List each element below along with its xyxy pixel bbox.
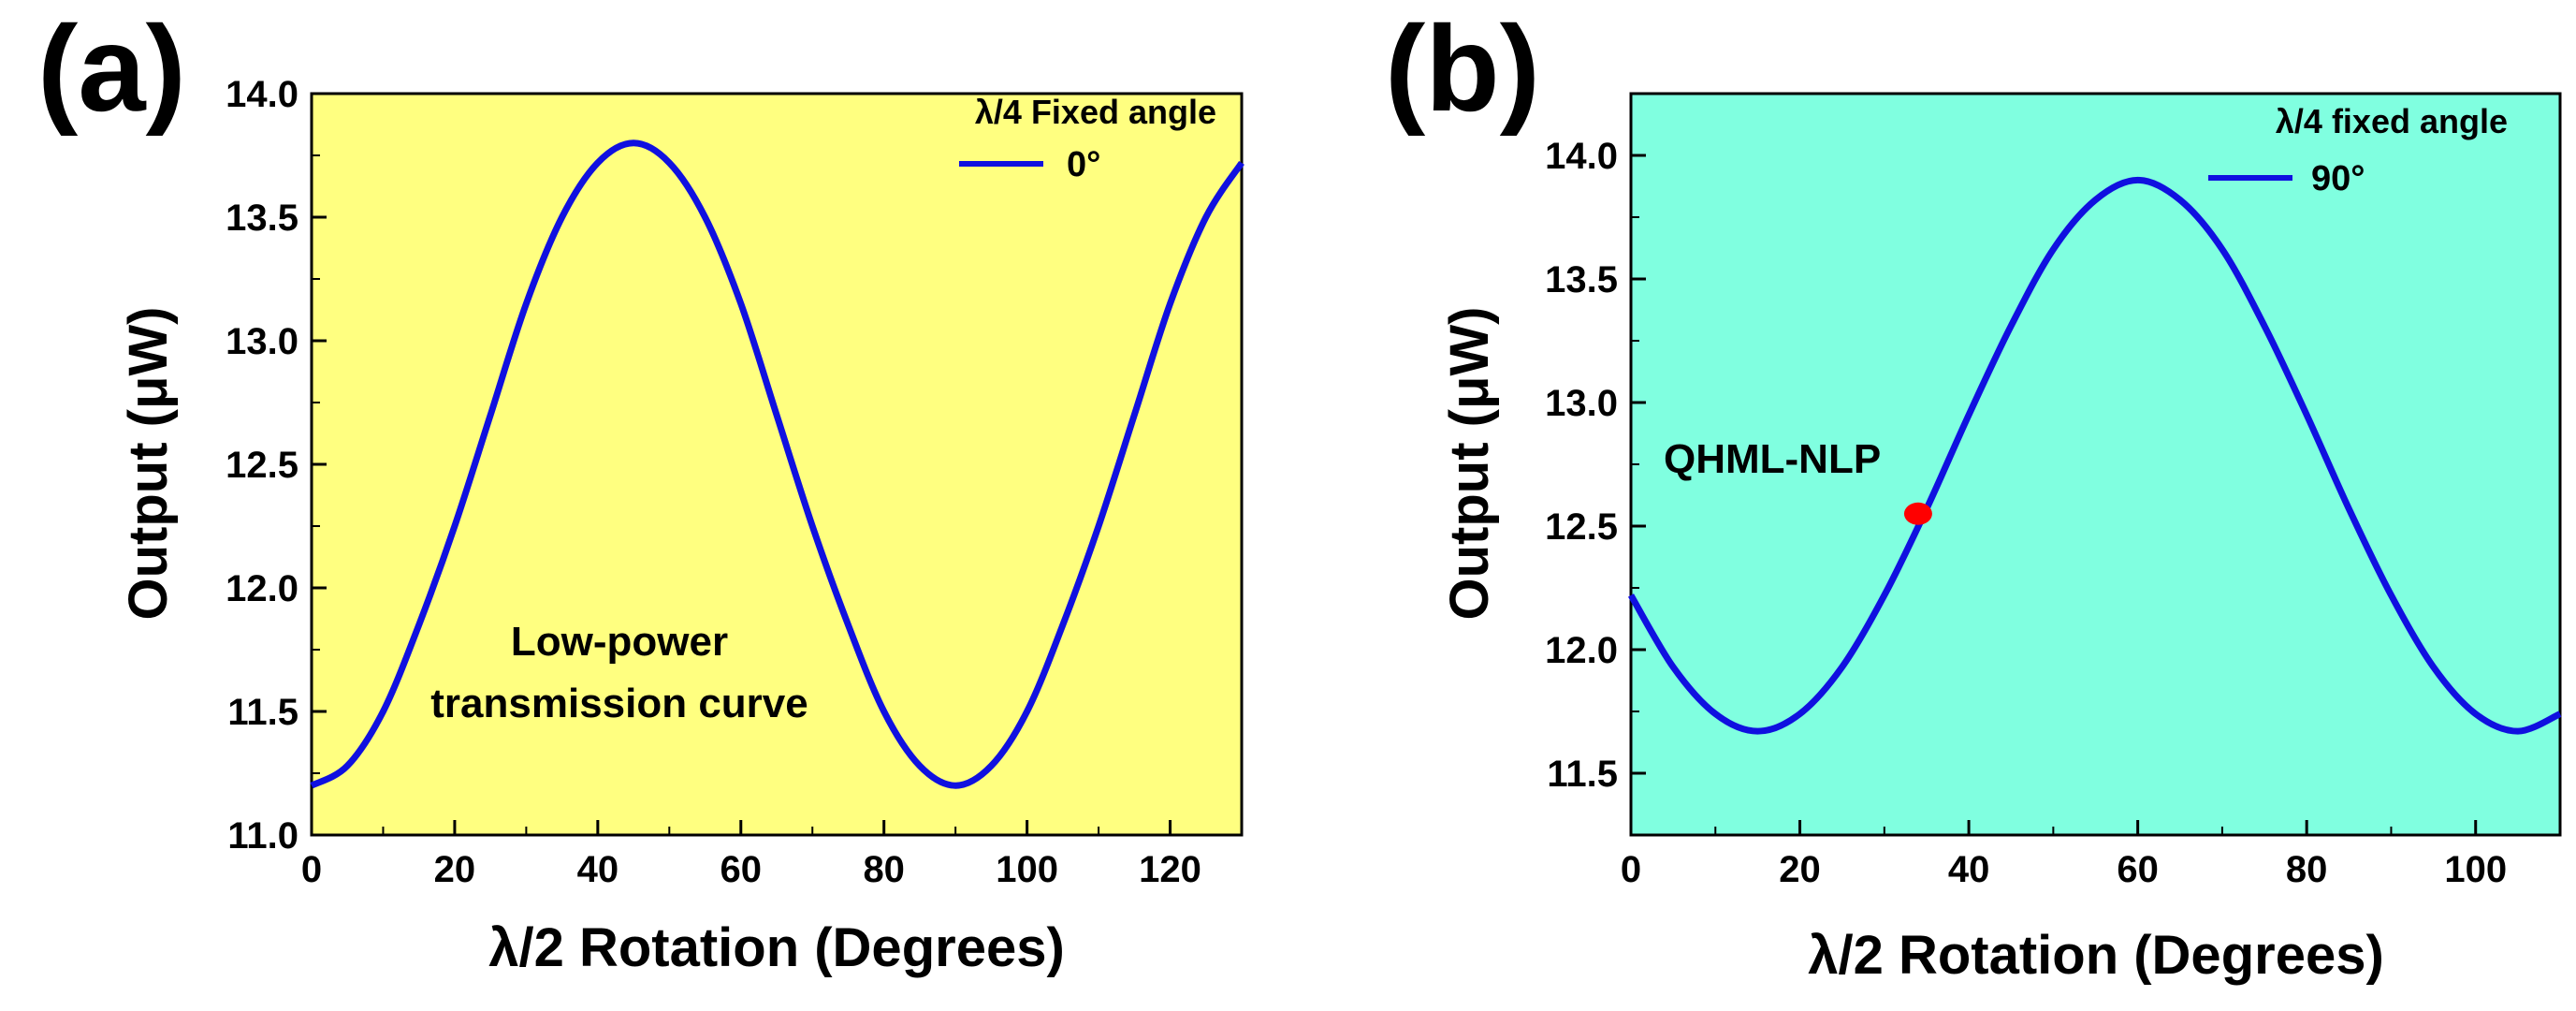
- panel-a-legend-title: λ/4 Fixed angle: [975, 93, 1216, 131]
- panel-a-y-tick-label: 11.0: [227, 815, 298, 857]
- panel-a-x-axis: 0 20 40 60 80 100 120: [301, 820, 1243, 890]
- panel-b-x-tick-label: 100: [2444, 849, 2507, 890]
- panel-a-y-tick-label: 13.0: [226, 321, 298, 362]
- panel-b-series-line: [1627, 176, 2562, 735]
- panel-b-y-tick-label: 12.5: [1545, 506, 1618, 548]
- panel-a: (a) 11.0 11.5 12.0 12.5 13.0 13.5 14.0 0 20 40 60…: [37, 0, 1244, 978]
- panel-b-x-tick-label: 40: [1948, 849, 1990, 890]
- panel-a-annotation-line-2: transmission curve: [430, 681, 808, 726]
- panel-a-x-axis-title: λ/2 Rotation (Degrees): [488, 917, 1065, 978]
- panel-a-x-tick-label: 60: [720, 849, 763, 890]
- panel-b-y-tick-label: 11.5: [1547, 754, 1618, 795]
- panel-a-legend-label: 0°: [1067, 145, 1100, 184]
- panel-a-x-tick-label: 40: [577, 849, 619, 890]
- panel-a-y-tick-label: 12.5: [226, 445, 298, 486]
- panel-a-y-tick-label: 14.0: [226, 74, 298, 115]
- panel-a-x-tick-label: 20: [434, 849, 476, 890]
- panel-b-x-tick-label: 60: [2117, 849, 2159, 890]
- panel-a-x-tick-label: 80: [863, 849, 905, 890]
- panel-b: (b) 11.5 12.0 12.5 13.0 13.5 14.0 0 20 40 60 80 10…: [1385, 0, 2562, 986]
- panel-b-x-tick-label: 80: [2286, 849, 2328, 890]
- panel-a-y-tick-label: 13.5: [226, 198, 298, 239]
- panel-b-y-axis-title: Output (μW): [1439, 306, 1500, 620]
- panel-a-annotation-line-1: Low-power: [511, 619, 728, 665]
- panel-b-legend-label: 90°: [2311, 159, 2365, 198]
- panel-a-series-line: [310, 139, 1244, 789]
- panel-b-letter: (b): [1385, 0, 1540, 137]
- panel-b-x-axis: 0 20 40 60 80 100: [1621, 820, 2561, 890]
- panel-a-x-tick-label: 100: [996, 849, 1058, 890]
- panel-b-annotation: QHML-NLP: [1664, 436, 1881, 482]
- panel-a-y-axis-title: Output (μW): [118, 306, 179, 620]
- panel-b-x-axis-title: λ/2 Rotation (Degrees): [1808, 925, 2384, 986]
- panel-a-y-tick-label: 12.0: [226, 568, 298, 609]
- panel-b-x-tick-label: 0: [1621, 849, 1641, 890]
- panel-b-y-tick-label: 13.5: [1545, 259, 1618, 300]
- panel-a-y-axis: 11.0 11.5 12.0 12.5 13.0 13.5 14.0: [226, 74, 327, 857]
- panel-b-qhml-nlp-marker: [1903, 502, 1932, 525]
- panel-b-y-tick-label: 12.0: [1545, 630, 1618, 671]
- panel-a-x-tick-label: 0: [301, 849, 322, 890]
- panel-b-legend-title: λ/4 fixed angle: [2276, 102, 2508, 140]
- panel-a-plot-area: [310, 92, 1244, 837]
- panel-b-x-tick-label: 20: [1779, 849, 1821, 890]
- panel-a-letter: (a): [37, 0, 186, 137]
- panel-b-y-tick-label: 13.0: [1545, 383, 1618, 424]
- panel-b-y-axis: 11.5 12.0 12.5 13.0 13.5 14.0: [1545, 93, 1646, 795]
- panel-a-y-tick-label: 11.5: [227, 692, 298, 733]
- panel-b-y-tick-label: 14.0: [1545, 136, 1618, 177]
- panel-b-plot-area: [1629, 92, 2562, 837]
- panel-a-x-tick-label: 120: [1139, 849, 1201, 890]
